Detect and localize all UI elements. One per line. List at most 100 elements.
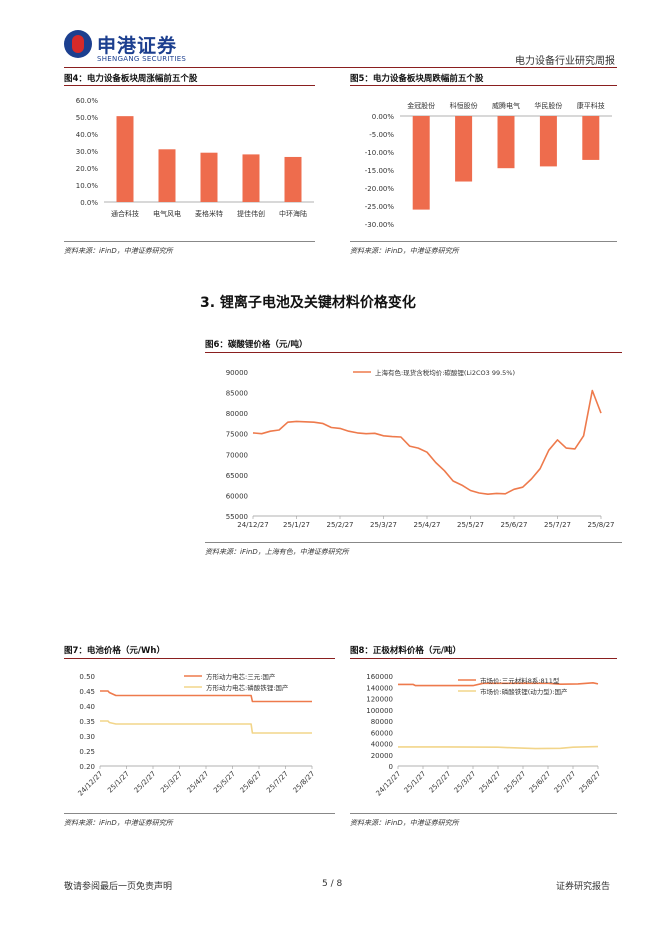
x-tick-label: 华民股份 [534, 101, 562, 110]
y-tick-label: -20.00% [365, 185, 395, 193]
y-tick-label: 0.45 [79, 688, 95, 696]
report-title: 电力设备行业研究周报 [515, 56, 615, 67]
x-tick-label: 通合科技 [111, 209, 139, 218]
y-tick-label: -5.00% [369, 131, 394, 139]
legend-label: 方形动力电芯:磷酸铁锂:国产 [206, 683, 289, 692]
y-tick-label: 0.0% [80, 199, 98, 207]
bar [242, 154, 260, 202]
x-tick-label: 25/5/27 [457, 521, 484, 529]
x-tick-label: 25/1/27 [283, 521, 310, 529]
fig4-title: 图4：电力设备板块周涨幅前五个股 [64, 74, 198, 84]
bar [582, 116, 600, 160]
y-tick-label: 0.30 [79, 733, 95, 741]
y-tick-label: 120000 [366, 696, 393, 704]
series-line [100, 690, 312, 703]
fig4-chart: 0.0% 10.0% 20.0% 30.0% 40.0% 50.0% 60.0% 通合科技 电气… [76, 97, 314, 218]
fig5-title: 图5：电力设备板块周跌幅前五个股 [350, 74, 484, 84]
x-tick-label: 25/2/27 [327, 521, 354, 529]
bar [158, 149, 176, 202]
x-tick-label: 25/1/27 [403, 770, 428, 795]
x-tick-label: 25/3/27 [453, 770, 478, 795]
y-tick-label: 10.0% [76, 182, 99, 190]
x-tick-label: 25/6/27 [239, 770, 264, 795]
bar [284, 156, 302, 202]
fig5-bottom-rule [350, 241, 617, 242]
x-tick-label: 电气风电 [153, 209, 181, 218]
y-tick-label: 60000 [226, 492, 248, 500]
fig6-title: 图6：碳酸锂价格（元/吨） [205, 340, 308, 350]
fig8-title: 图8：正极材料价格（元/吨） [350, 646, 462, 656]
fig8-chart: 0 20000 40000 60000 80000 100000 120000 140000 1… [366, 673, 603, 798]
fig6-top-rule [205, 352, 622, 353]
fig8-source: 资料来源：iFinD，中港证券研究所 [350, 819, 459, 827]
x-tick-label: 25/8/27 [588, 521, 615, 529]
y-tick-label: 0.40 [79, 703, 95, 711]
logo-mark [64, 30, 92, 58]
x-tick-label: 麦格米特 [195, 209, 223, 218]
y-tick-label: 0 [389, 763, 393, 771]
y-tick-label: 20000 [371, 752, 393, 760]
bar [497, 116, 515, 169]
fig7-source: 资料来源：iFinD，中港证券研究所 [64, 819, 173, 827]
y-tick-label: 40.0% [76, 131, 99, 139]
legend-label: 市场价:磷酸铁锂(动力型):国产 [480, 687, 568, 696]
bar [412, 116, 430, 210]
x-tick-label: 24/12/27 [77, 770, 105, 798]
footer-page-number: 5 / 8 [322, 879, 343, 889]
y-tick-label: -15.00% [365, 167, 395, 175]
series-line [252, 389, 602, 495]
x-tick-label: 25/8/27 [292, 770, 317, 795]
x-tick-label: 25/4/27 [186, 770, 211, 795]
y-tick-label: 0.50 [79, 673, 95, 681]
fig5-top-rule [350, 85, 617, 86]
y-tick-label: 80000 [371, 718, 393, 726]
footer-disclaimer: 敬请参阅最后一页免责声明 [64, 882, 173, 892]
y-tick-label: 80000 [226, 410, 248, 418]
x-tick-label: 25/6/27 [528, 770, 553, 795]
x-tick-label: 25/8/27 [578, 770, 603, 795]
x-tick-label: 25/3/27 [159, 770, 184, 795]
y-tick-label: -30.00% [365, 221, 395, 229]
logo-text: 申港证券 [97, 35, 178, 57]
fig4-bottom-rule [64, 241, 315, 242]
fig7-chart: 0.20 0.25 0.30 0.35 0.40 0.45 0.50 24/12/27 25/1… [77, 672, 317, 798]
bar [200, 152, 218, 202]
x-tick-label: 科恒股份 [450, 101, 478, 110]
x-tick-label: 25/4/27 [478, 770, 503, 795]
logo-s-icon [72, 35, 84, 53]
y-tick-label: 0.35 [79, 718, 95, 726]
y-tick-label: 55000 [226, 513, 248, 521]
bar [455, 116, 473, 182]
fig5-source: 资料来源：iFinD，中港证券研究所 [350, 247, 459, 255]
legend-label: 方形动力电芯:三元:国产 [206, 672, 276, 681]
x-tick-label: 康平科技 [577, 101, 605, 110]
y-tick-label: 160000 [366, 673, 393, 681]
x-tick-label: 25/2/27 [428, 770, 453, 795]
series-line [398, 681, 599, 687]
x-tick-label: 25/5/27 [212, 770, 237, 795]
x-tick-label: 24/12/27 [237, 521, 268, 529]
y-tick-label: 0.20 [79, 763, 95, 771]
fig6-bottom-rule [205, 542, 622, 543]
footer-report-type: 证券研究报告 [556, 882, 611, 892]
y-tick-label: 60000 [371, 729, 393, 737]
x-tick-label: 25/7/27 [544, 521, 571, 529]
fig6-chart: 55000 60000 65000 70000 75000 80000 85000 90000… [226, 368, 615, 529]
x-tick-label: 威腾电气 [492, 101, 520, 110]
x-tick-label: 金冠股份 [407, 101, 435, 110]
fig7-bottom-rule [64, 813, 335, 814]
x-tick-label: 25/2/27 [133, 770, 158, 795]
y-tick-label: 90000 [226, 369, 248, 377]
header-rule [64, 67, 617, 68]
legend-label: 上海有色:现货含税均价:碳酸锂(Li2CO3 99.5%) [375, 368, 515, 377]
y-tick-label: 70000 [226, 451, 248, 459]
fig8-top-rule [350, 658, 617, 659]
section-heading: 3. 锂离子电池及关键材料价格变化 [200, 295, 416, 311]
y-tick-label: 85000 [226, 390, 248, 398]
y-tick-label: -10.00% [365, 149, 395, 157]
legend-label: 市场价:三元材料8系:811型 [480, 676, 560, 685]
y-tick-label: 30.0% [76, 148, 99, 156]
y-tick-label: 60.0% [76, 97, 99, 105]
x-tick-label: 25/6/27 [501, 521, 528, 529]
fig4-top-rule [64, 85, 315, 86]
